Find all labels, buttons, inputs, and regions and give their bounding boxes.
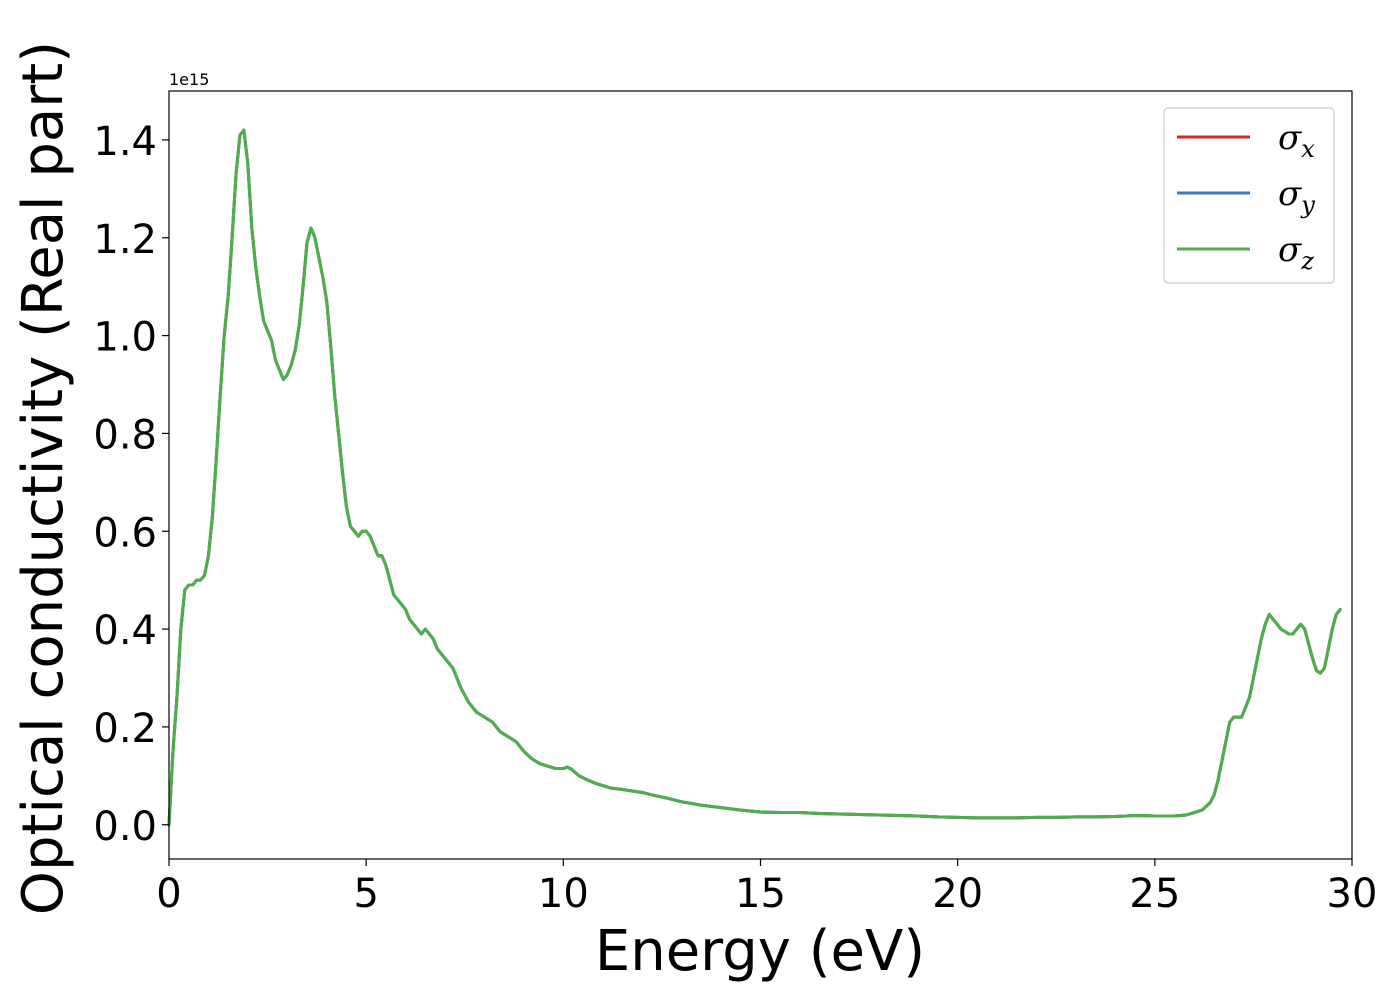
series-line-3: [167, 128, 1342, 827]
x-tick-label: 25: [1129, 871, 1180, 917]
y-tick-label: 0.0: [93, 804, 157, 850]
legend-label-y: σy: [1278, 174, 1315, 219]
y-axis-label: Optical conductivity (Real part): [11, 41, 76, 915]
x-tick-label: 15: [735, 871, 786, 917]
y-tick-label: 0.2: [93, 706, 157, 752]
legend-label-z: σz: [1278, 230, 1314, 275]
x-tick-label: 10: [538, 871, 589, 917]
y-tick-label: 1.0: [93, 315, 157, 361]
x-tick-label: 5: [353, 871, 378, 917]
y-tick-label: 1.4: [93, 119, 157, 165]
x-tick-label: 30: [1327, 871, 1378, 917]
y-tick-label: 0.4: [93, 608, 157, 654]
x-axis-label: Energy (eV): [595, 919, 925, 984]
x-tick-label: 20: [932, 871, 983, 917]
x-tick-label: 0: [156, 871, 181, 917]
legend: σx σy σz: [1163, 107, 1335, 284]
legend-label-x: σx: [1278, 118, 1315, 163]
series-layer: [167, 128, 1342, 827]
y-tick-label: 1.2: [93, 217, 157, 263]
y-tick-label: 0.8: [93, 412, 157, 458]
y-offset-label: 1e15: [169, 70, 209, 89]
x-axis-ticks: 0 5 10 15 20 25 30: [156, 859, 1377, 917]
y-axis-ticks: 0.0 0.2 0.4 0.6 0.8 1.0 1.2 1.4: [93, 119, 169, 850]
y-tick-label: 0.6: [93, 510, 157, 556]
legend-box: [1163, 107, 1335, 284]
